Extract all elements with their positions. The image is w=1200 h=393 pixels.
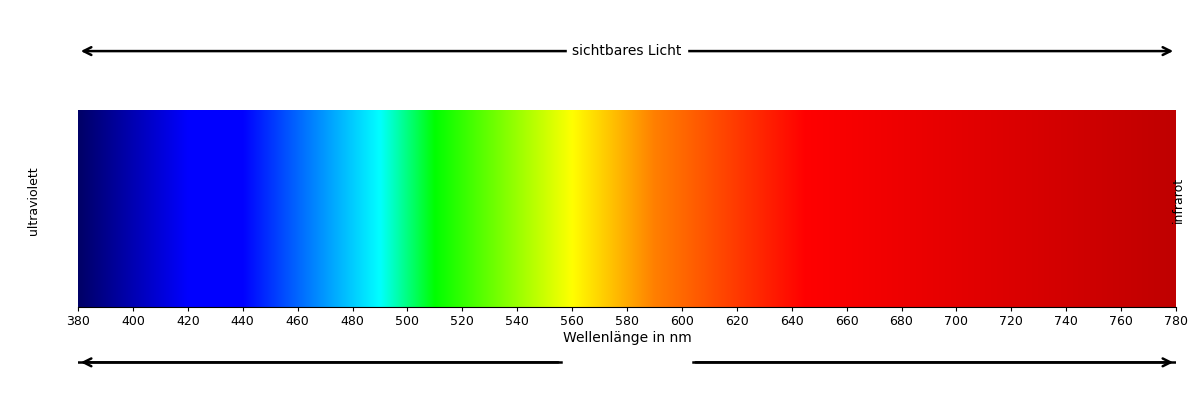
Text: infrarot: infrarot: [1172, 177, 1184, 224]
X-axis label: Wellenlänge in nm: Wellenlänge in nm: [563, 331, 691, 345]
Text: ultraviolett: ultraviolett: [28, 166, 40, 235]
Text: sichtbares Licht: sichtbares Licht: [572, 44, 682, 58]
